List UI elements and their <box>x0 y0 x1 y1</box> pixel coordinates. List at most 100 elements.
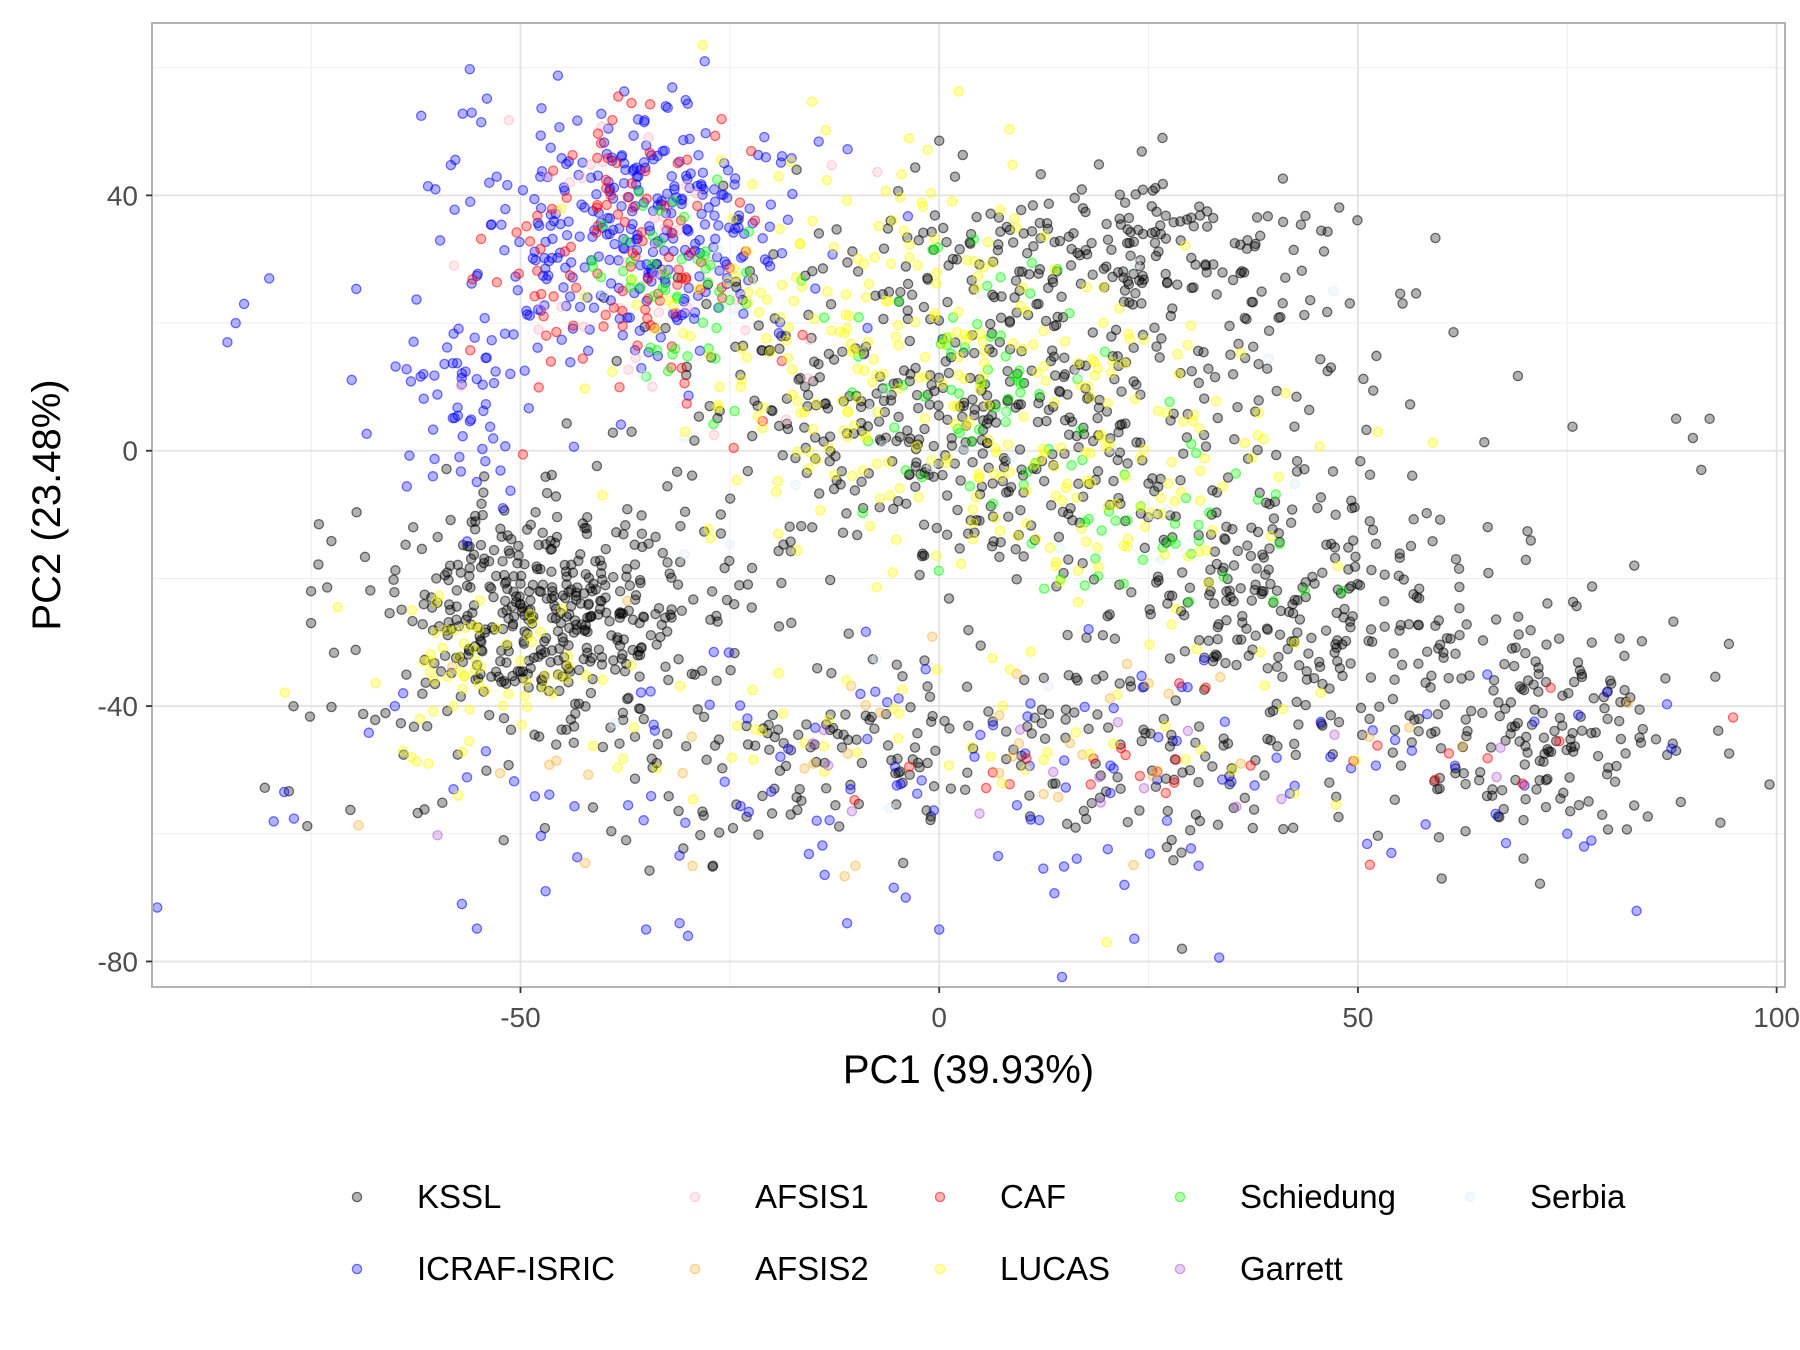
data-point <box>521 221 532 232</box>
data-point <box>652 738 664 750</box>
data-point <box>486 671 497 682</box>
data-point <box>1454 581 1465 593</box>
data-point <box>873 416 885 427</box>
data-point <box>880 708 892 720</box>
data-point <box>987 498 999 509</box>
data-point <box>839 327 850 339</box>
data-point <box>490 623 502 634</box>
x-tick-label: -50 <box>500 1002 540 1033</box>
data-point <box>1620 748 1631 759</box>
data-point <box>1225 349 1236 361</box>
data-point <box>486 219 497 230</box>
series-serbia <box>597 243 1339 814</box>
data-point <box>1207 212 1219 224</box>
data-point <box>1028 459 1040 471</box>
data-point <box>731 720 743 732</box>
data-point <box>953 369 965 381</box>
data-point <box>532 210 543 222</box>
data-point <box>1456 741 1468 752</box>
data-point <box>673 805 684 817</box>
data-point <box>1031 298 1042 310</box>
data-point <box>1208 598 1220 609</box>
data-point <box>708 184 720 195</box>
data-point <box>1542 773 1553 785</box>
data-point <box>1270 489 1282 500</box>
data-point <box>822 760 834 771</box>
data-point <box>1413 725 1424 737</box>
data-point <box>1601 687 1613 698</box>
data-point <box>1193 860 1204 872</box>
data-point <box>651 639 662 650</box>
data-point <box>776 150 788 162</box>
data-point <box>729 179 740 190</box>
data-point <box>1397 298 1408 309</box>
data-point <box>987 289 998 301</box>
data-point <box>1184 825 1196 836</box>
data-point <box>1450 553 1462 565</box>
data-point <box>1114 447 1126 458</box>
data-point <box>1277 703 1289 715</box>
data-point <box>1005 481 1017 493</box>
data-point <box>1038 361 1050 372</box>
data-point <box>1151 341 1162 352</box>
data-point <box>556 203 567 214</box>
data-point <box>919 413 931 424</box>
data-point <box>1164 653 1176 664</box>
data-point <box>1164 590 1175 601</box>
data-point <box>1060 782 1072 793</box>
data-point <box>673 264 684 275</box>
data-point <box>1065 502 1076 514</box>
data-point <box>495 656 506 667</box>
data-point <box>644 147 656 159</box>
data-point <box>717 763 728 774</box>
data-point <box>609 238 620 250</box>
data-point <box>683 282 694 294</box>
data-point <box>724 555 735 567</box>
data-point <box>1533 686 1544 697</box>
data-point <box>939 715 950 727</box>
data-point <box>922 274 934 285</box>
data-point <box>1134 805 1145 816</box>
data-point <box>990 513 1001 524</box>
data-point <box>1215 671 1226 683</box>
data-point <box>499 328 511 339</box>
data-point <box>1367 524 1379 536</box>
data-point <box>1099 346 1111 357</box>
data-point <box>1137 270 1148 282</box>
data-point <box>491 277 503 288</box>
data-point <box>1296 265 1308 277</box>
data-point <box>955 475 966 486</box>
data-point <box>1328 285 1339 297</box>
legend-label: Schiedung <box>1240 1178 1396 1215</box>
data-point <box>1313 656 1325 668</box>
data-point <box>969 751 980 763</box>
data-point <box>842 144 853 155</box>
data-point <box>1077 749 1088 760</box>
data-point <box>1070 672 1082 684</box>
data-point <box>1420 677 1431 689</box>
data-point <box>457 683 468 694</box>
data-point <box>491 171 502 182</box>
data-point <box>431 573 442 584</box>
data-point <box>712 243 723 254</box>
data-point <box>1041 218 1053 229</box>
data-point <box>626 426 637 438</box>
data-point <box>514 236 525 248</box>
data-point <box>965 329 977 341</box>
data-point <box>652 193 663 204</box>
data-point <box>878 243 890 254</box>
data-point <box>1247 341 1259 352</box>
data-point <box>994 551 1005 563</box>
data-point <box>1389 724 1401 736</box>
data-point <box>505 485 516 496</box>
data-point <box>896 169 907 180</box>
data-point <box>1102 397 1114 409</box>
data-point <box>729 405 740 417</box>
data-point <box>614 586 626 597</box>
data-point <box>1063 231 1075 242</box>
data-point <box>1227 274 1239 286</box>
data-point <box>1116 386 1127 397</box>
data-point <box>1219 716 1231 728</box>
data-point <box>1315 716 1327 728</box>
data-point <box>1334 662 1346 674</box>
